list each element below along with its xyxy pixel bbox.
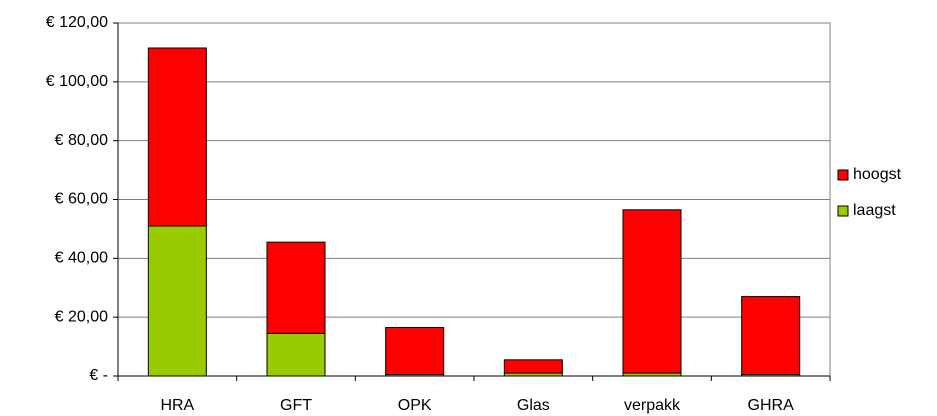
y-tick-label: € 100,00 [46,73,108,90]
legend-label: laagst [853,202,896,219]
x-tick-label: GFT [280,397,312,414]
bar-segment [147,47,207,227]
x-tick-label: Glas [517,397,550,414]
legend-swatch [837,205,849,217]
bar-segment [622,209,682,374]
y-tick-label: € - [89,367,108,384]
y-tick-label: € 40,00 [55,250,108,267]
bar-segment [503,359,563,374]
y-tick-label: € 20,00 [55,308,108,325]
bar-segment [266,241,326,334]
legend-label: hoogst [853,166,902,183]
x-tick-label: OPK [398,397,432,414]
x-tick-label: verpakk [624,397,681,414]
y-tick-label: € 120,00 [46,14,108,31]
bar-segment [147,225,207,377]
x-tick-label: GHRA [748,397,795,414]
bar-segment [266,332,326,377]
x-tick-label: HRA [160,397,194,414]
y-tick-label: € 80,00 [55,132,108,149]
y-tick-label: € 60,00 [55,191,108,208]
legend-swatch [837,169,849,181]
bar-segment [741,296,801,376]
bar-segment [385,326,445,376]
